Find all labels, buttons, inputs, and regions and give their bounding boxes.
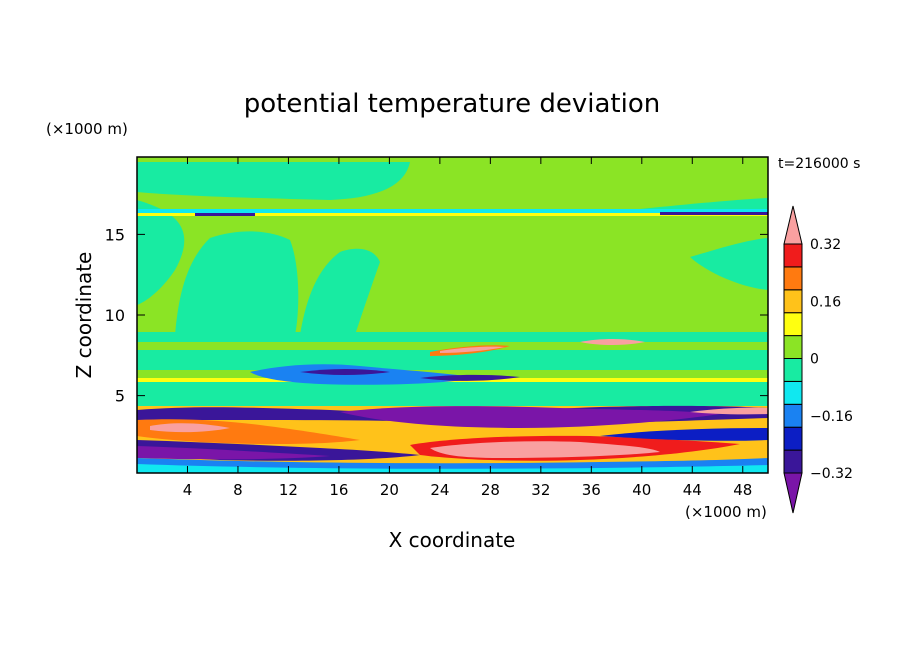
pink-core [430, 441, 660, 458]
x-ticks: 4 8 12 16 20 24 28 32 36 40 44 48 [183, 157, 752, 499]
colorbar-swatch [783, 426, 803, 451]
colorbar-swatch [783, 243, 803, 268]
x-tick-label: 24 [430, 481, 449, 499]
band-5km [137, 382, 768, 406]
colorbar-swatch [783, 312, 803, 337]
chart-title: potential temperature deviation [244, 89, 660, 119]
plume-left [175, 231, 299, 335]
x-tick-label: 28 [481, 481, 500, 499]
plot-area [137, 157, 768, 473]
colorbar-swatch [783, 358, 803, 382]
colorbar-label: −0.32 [810, 466, 853, 482]
colorbar-top-arrow [783, 205, 803, 245]
y-tick-label: 5 [115, 387, 125, 406]
band-7km [137, 350, 768, 370]
eddy-layer-dark [300, 369, 390, 375]
pink-patch-left [150, 423, 230, 433]
colorbar-swatch [783, 380, 803, 405]
colorbar-label: 0.32 [810, 237, 841, 253]
purple-layer [340, 406, 720, 428]
colorbar-label: 0.16 [810, 294, 841, 310]
colorbar-swatch [783, 335, 803, 360]
right-pink-patch [690, 407, 768, 415]
y-tick-label: 10 [105, 306, 125, 325]
time-label: t=216000 s [778, 156, 860, 172]
band-16km-dark-right [660, 212, 768, 215]
x-tick-label: 4 [183, 481, 193, 499]
colorbar-label: −0.16 [810, 409, 853, 425]
band-16km-cyan [137, 209, 768, 213]
bottom-cyan-layer [137, 464, 768, 473]
band-8km [137, 332, 768, 342]
top-patch-left [137, 162, 410, 200]
side-patch-left [137, 200, 185, 305]
band-6km [137, 370, 768, 378]
x-tick-label: 40 [632, 481, 651, 499]
x-axis-label: X coordinate [389, 528, 516, 552]
colorbar-swatch [783, 266, 803, 291]
x-unit-label: (×1000 m) [685, 503, 767, 521]
x-tick-label: 12 [279, 481, 298, 499]
colorbar-swatch [783, 449, 803, 474]
y-ticks: 5 10 15 [105, 225, 768, 406]
eddy-layer-blue [250, 364, 480, 385]
purple-layer-lower [137, 446, 330, 460]
right-blue-layer [600, 428, 768, 441]
x-tick-label: 8 [233, 481, 243, 499]
eddy-layer-dark-2 [420, 374, 520, 381]
plume-mid [300, 248, 380, 335]
x-tick-label: 16 [329, 481, 348, 499]
side-patch-right [690, 238, 768, 290]
colorbar-bottom-arrow [783, 472, 803, 514]
colorbar-swatch [783, 289, 803, 314]
colorbar: 0.32 0.16 0 −0.16 −0.32 [783, 205, 853, 514]
y-axis-label: Z coordinate [72, 252, 96, 379]
band-16km-yellow [137, 213, 768, 216]
colorbar-swatch [783, 403, 803, 428]
colorbar-label: 0 [810, 352, 819, 368]
x-tick-label: 20 [380, 481, 399, 499]
y-tick-label: 15 [105, 225, 125, 244]
x-tick-label: 36 [582, 481, 601, 499]
x-tick-label: 32 [531, 481, 550, 499]
band-7.5km [137, 342, 768, 350]
y-unit-label: (×1000 m) [46, 120, 128, 138]
band-16km-dark [195, 213, 255, 216]
eddy-pink [440, 346, 505, 353]
x-tick-label: 44 [683, 481, 702, 499]
eddy-right [580, 339, 645, 345]
x-tick-label: 48 [733, 481, 752, 499]
